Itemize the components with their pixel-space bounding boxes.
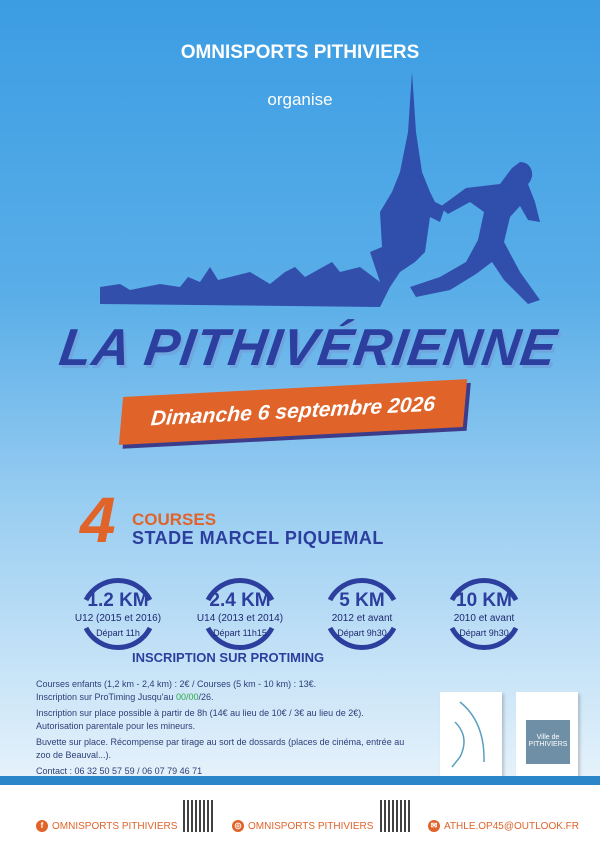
registration-info: Courses enfants (1,2 km - 2,4 km) : 2€ /… (36, 678, 416, 781)
city-logo: Ville de PITHIVIERS (516, 692, 578, 776)
organise-label: organise (267, 90, 333, 109)
divider-bar (0, 776, 600, 785)
parental-line: Autorisation parentale pour les mineurs. (36, 721, 196, 731)
race-ring (327, 577, 397, 651)
deadline-date: 00/00 (175, 692, 199, 702)
race-category: U14 (2013 et 2014) (196, 613, 284, 624)
race-distance: 2.4 KM (209, 590, 271, 611)
race-badge: 5 KM 2012 et avant Départ 9h30 (312, 570, 412, 654)
deadline-year: /26. (198, 692, 214, 702)
skyline-silhouette (100, 72, 445, 307)
club-logo (440, 692, 502, 776)
instagram-qr-code (380, 800, 410, 832)
race-ring (449, 577, 519, 651)
race-badge: 10 KM 2010 et avant Départ 9h30 (434, 570, 534, 654)
pricing-line: Courses enfants (1,2 km - 2,4 km) : 2€ /… (36, 679, 317, 689)
city-logo-text-a: Ville de (536, 734, 560, 741)
email-label: ATHLE.OP45@OUTLOOK.FR (444, 820, 579, 832)
instagram-icon: ◎ (232, 820, 244, 832)
organizer-name: OMNISPORTS PITHIVIERS (180, 42, 420, 63)
race-category: 2012 et avant (331, 613, 393, 624)
footer (0, 785, 600, 848)
runner-silhouette (410, 162, 540, 304)
facebook-icon: f (36, 820, 48, 832)
race-category: 2010 et avant (453, 613, 515, 624)
race-start: Départ 11h15 (213, 628, 267, 638)
race-category: U12 (2015 et 2016) (74, 613, 162, 624)
registration-heading: INSCRIPTION SUR PROTIMING (132, 650, 325, 665)
race-distance: 10 KM (456, 590, 512, 611)
instagram-label: OMNISPORTS PITHIVIERS (248, 820, 374, 832)
facebook-link[interactable]: f OMNISPORTS PITHIVIERS (36, 820, 177, 832)
venue-name: STADE MARCEL PIQUEMAL (132, 528, 384, 548)
facebook-label: OMNISPORTS PITHIVIERS (52, 820, 178, 832)
race-badge: 2.4 KM U14 (2013 et 2014) Départ 11h15 (190, 570, 290, 654)
race-distance: 1.2 KM (87, 590, 149, 611)
race-ring (83, 577, 153, 651)
buvette-line: Buvette sur place. Récompense par tirage… (36, 737, 405, 760)
courses-label: COURSES (132, 510, 217, 529)
onsite-line: Inscription sur place possible à partir … (36, 708, 364, 718)
race-start: Départ 9h30 (459, 628, 509, 638)
skyline-runner-illustration (100, 72, 540, 307)
date-banner: Dimanche 6 septembre 2026 (118, 379, 468, 445)
race-badge: 1.2 KM U12 (2015 et 2016) Départ 11h (68, 570, 168, 654)
race-start: Départ 11h (96, 628, 140, 638)
race-distance: 5 KM (339, 590, 385, 611)
deadline-line: Inscription sur ProTiming Jusqu'au (36, 692, 176, 702)
facebook-qr-code (183, 800, 213, 832)
mail-icon: ✉ (428, 820, 440, 832)
contact-line: Contact : 06 32 50 57 59 / 06 07 79 46 7… (36, 766, 203, 776)
instagram-link[interactable]: ◎ OMNISPORTS PITHIVIERS (232, 820, 373, 832)
email-link[interactable]: ✉ ATHLE.OP45@OUTLOOK.FR (428, 820, 579, 832)
city-logo-text-b: PITHIVIERS (528, 741, 568, 748)
courses-count: 4 (80, 484, 116, 556)
event-title: LA PITHIVÉRIENNE (55, 319, 561, 377)
race-start: Départ 9h30 (337, 628, 387, 638)
race-ring (205, 577, 275, 651)
event-date: Dimanche 6 septembre 2026 (149, 392, 437, 431)
